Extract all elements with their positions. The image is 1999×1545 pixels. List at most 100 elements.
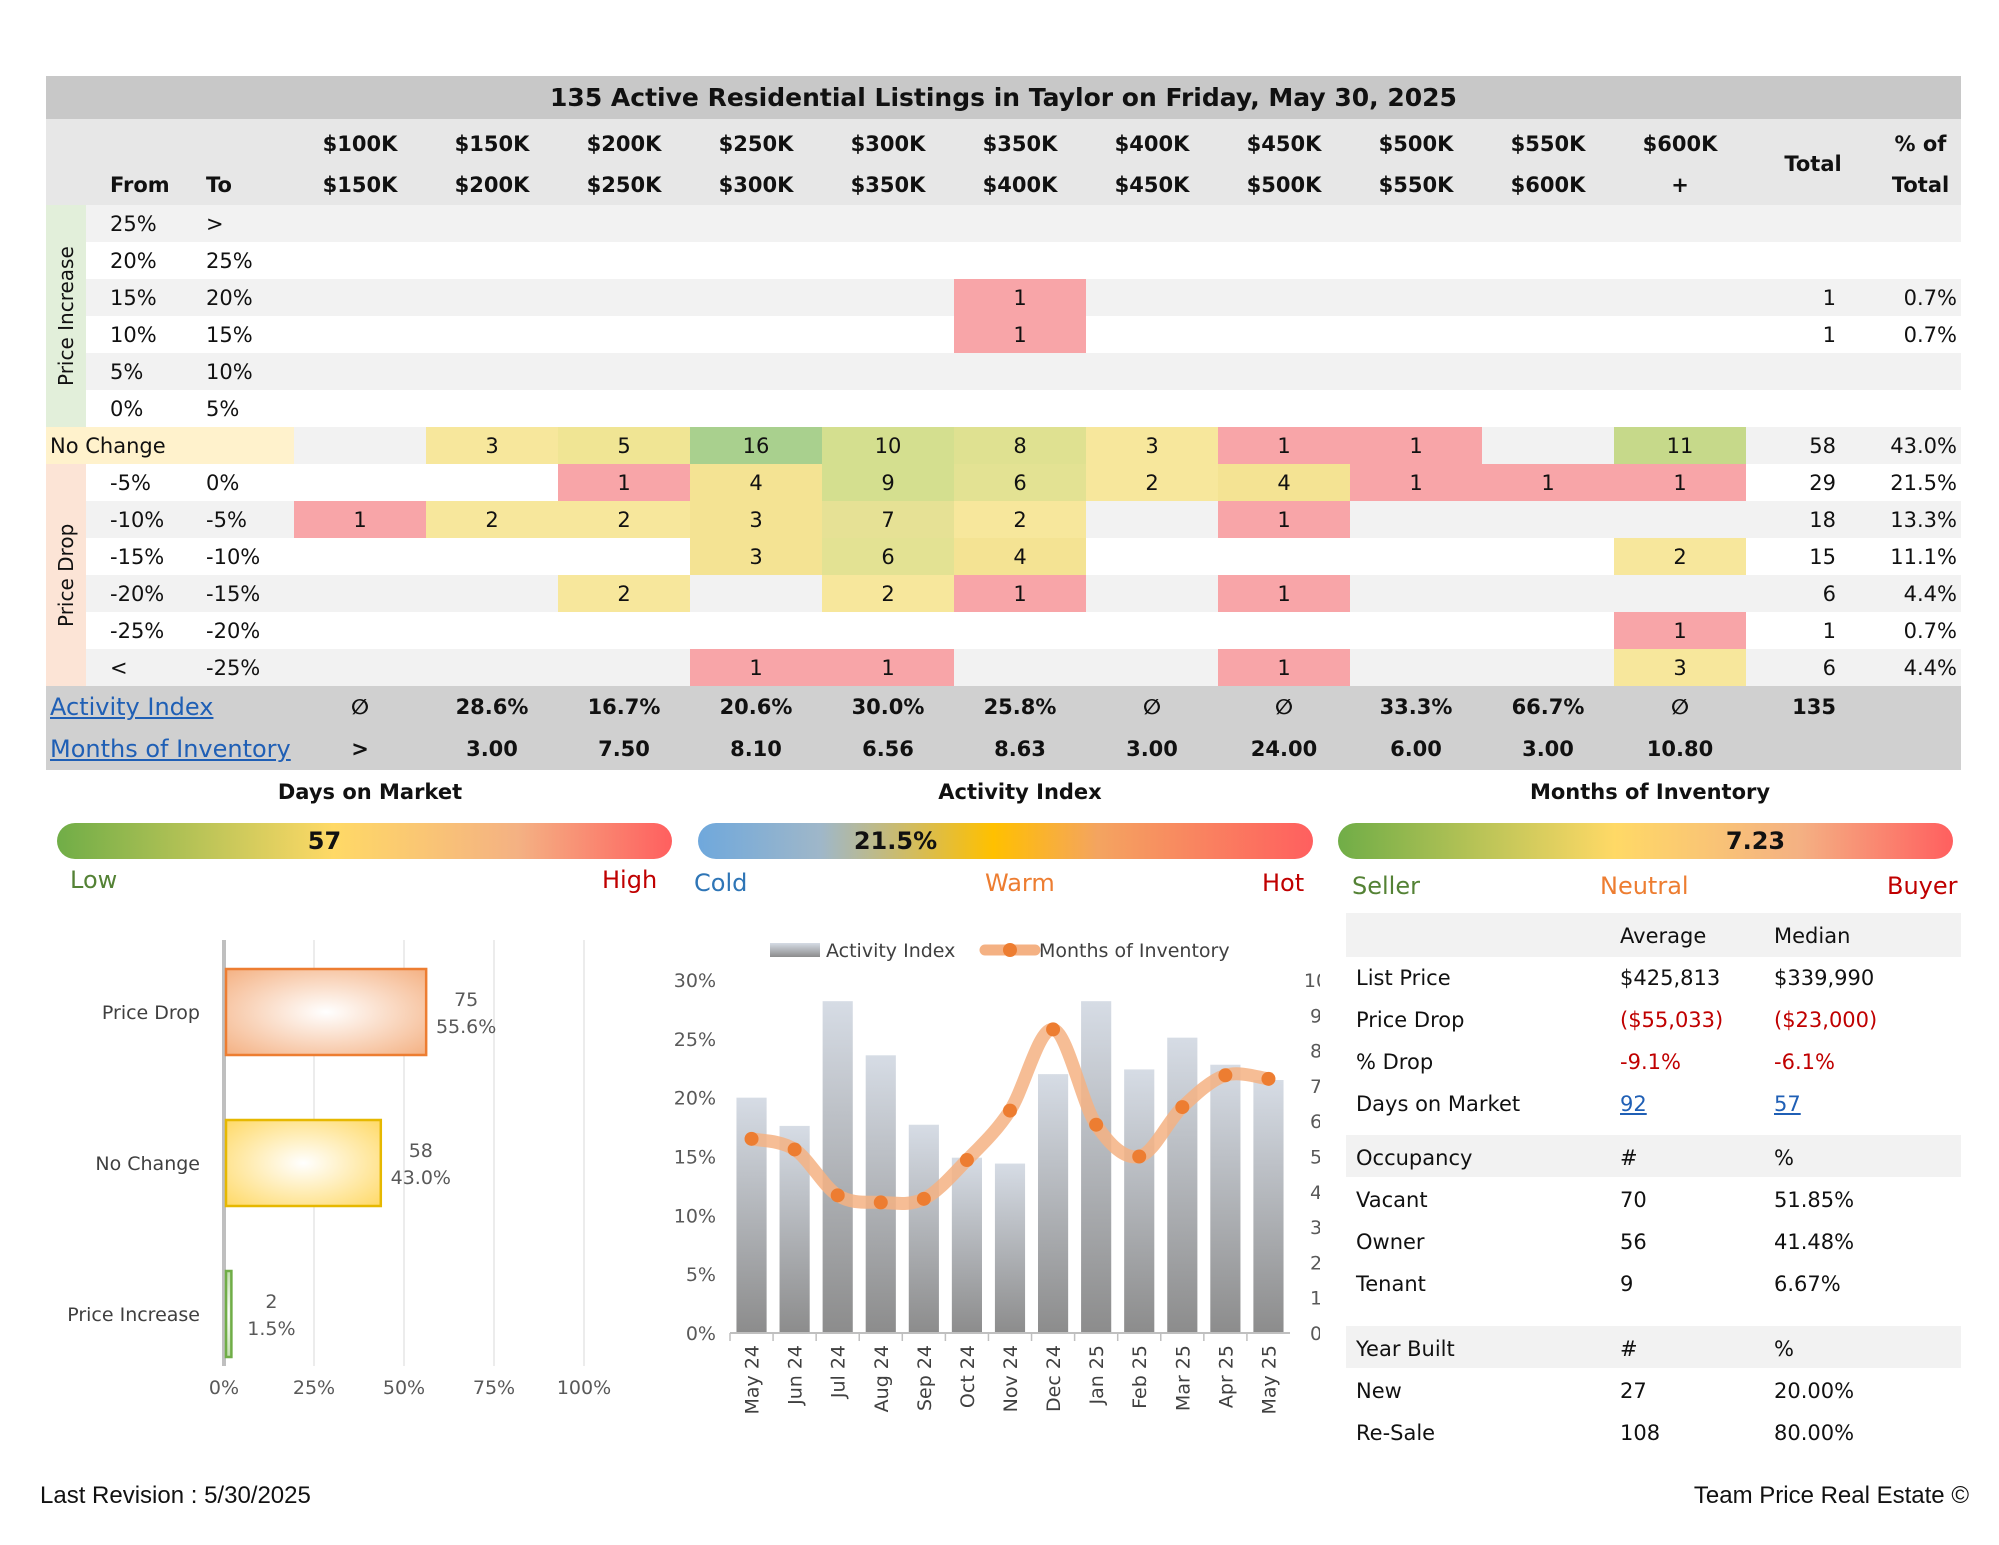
table-cell bbox=[1350, 205, 1482, 242]
category-label: No Change bbox=[95, 1153, 200, 1175]
price-range-from-4: $300K bbox=[850, 131, 926, 156]
row-pct: 13.3% bbox=[1890, 507, 1957, 532]
occupancy-count: 56 bbox=[1620, 1230, 1647, 1254]
value-label: 2 bbox=[265, 1291, 277, 1313]
moi-point bbox=[1132, 1149, 1147, 1164]
y-left-tick: 0% bbox=[686, 1323, 716, 1345]
row-from: 10% bbox=[110, 322, 157, 347]
table-cell bbox=[1350, 649, 1482, 686]
activity-index-value: ∅ bbox=[1671, 695, 1689, 719]
row-to: -25% bbox=[206, 655, 261, 680]
activity-gauge-value: 21.5% bbox=[853, 827, 938, 855]
table-cell bbox=[1614, 316, 1746, 353]
moi-point bbox=[830, 1188, 845, 1203]
table-row bbox=[86, 353, 1961, 390]
activity-bar bbox=[908, 1124, 939, 1333]
stats-median-value: $339,990 bbox=[1774, 966, 1875, 990]
stats-row-label: Price Drop bbox=[1356, 1008, 1465, 1032]
activity-index-link[interactable]: Activity Index bbox=[50, 693, 214, 721]
table-cell bbox=[1482, 279, 1614, 316]
price-range-from-5: $350K bbox=[982, 131, 1058, 156]
stats-avg-value: -9.1% bbox=[1620, 1050, 1681, 1074]
price-range-from-9: $550K bbox=[1510, 131, 1586, 156]
table-cell bbox=[1086, 612, 1218, 649]
table-cell bbox=[1482, 649, 1614, 686]
table-cell bbox=[690, 390, 822, 427]
table-cell: 1 bbox=[822, 649, 954, 686]
x-category-label: Nov 24 bbox=[1000, 1345, 1022, 1412]
moi-value: 8.10 bbox=[730, 737, 782, 761]
moi-value: 6.00 bbox=[1390, 737, 1442, 761]
moi-point bbox=[873, 1195, 888, 1210]
table-cell: 7 bbox=[822, 501, 954, 538]
table-cell bbox=[558, 205, 690, 242]
table-cell bbox=[822, 205, 954, 242]
moi-title: Months of Inventory bbox=[1529, 780, 1771, 804]
price-range-to-0: $150K bbox=[322, 172, 398, 197]
table-cell bbox=[426, 353, 558, 390]
stats-header-band bbox=[1346, 913, 1961, 957]
category-label: Price Drop bbox=[102, 1002, 200, 1024]
price-increase-band bbox=[46, 205, 86, 427]
stats-avg-value[interactable]: 92 bbox=[1620, 1092, 1647, 1116]
row-total bbox=[1746, 390, 1840, 427]
table-cell bbox=[1614, 353, 1746, 390]
stats-row-label: Days on Market bbox=[1356, 1092, 1521, 1116]
table-cell bbox=[1086, 501, 1218, 538]
dom-gauge: 57 bbox=[57, 823, 672, 859]
row-total: 1 bbox=[1822, 285, 1836, 310]
table-cell bbox=[822, 390, 954, 427]
pct-header-bottom: Total bbox=[1891, 172, 1950, 197]
row-pct: 4.4% bbox=[1903, 655, 1957, 680]
table-cell bbox=[1482, 316, 1614, 353]
table-cell bbox=[1350, 353, 1482, 390]
activity-bar bbox=[1253, 1080, 1284, 1333]
table-cell bbox=[1350, 612, 1482, 649]
stats-header-band bbox=[1346, 1326, 1961, 1368]
table-cell bbox=[1218, 316, 1350, 353]
occupancy-pct: 51.85% bbox=[1774, 1188, 1855, 1212]
table-cell: 10 bbox=[822, 427, 954, 464]
moi-point bbox=[916, 1191, 931, 1206]
table-cell bbox=[294, 612, 426, 649]
table-cell bbox=[1614, 279, 1746, 316]
row-to: > bbox=[206, 211, 224, 236]
table-cell bbox=[690, 242, 822, 279]
row-total: 58 bbox=[1809, 433, 1836, 458]
y-right-tick: 5 bbox=[1310, 1147, 1320, 1169]
table-cell bbox=[426, 575, 558, 612]
price-range-to-4: $350K bbox=[850, 172, 926, 197]
pct-header-top: % of bbox=[1894, 131, 1947, 156]
row-pct: 11.1% bbox=[1890, 544, 1957, 569]
value-label: 58 bbox=[409, 1140, 433, 1162]
row-from: -15% bbox=[110, 544, 165, 569]
table-cell: 2 bbox=[558, 575, 690, 612]
x-tick-label: 50% bbox=[383, 1377, 425, 1399]
row-pct: 43.0% bbox=[1890, 433, 1957, 458]
table-cell bbox=[558, 316, 690, 353]
activity-bar bbox=[951, 1157, 982, 1333]
year-built-pct: 20.00% bbox=[1774, 1379, 1855, 1403]
stats-median-value[interactable]: 57 bbox=[1774, 1092, 1801, 1116]
table-cell: 2 bbox=[1614, 538, 1746, 575]
moi-point bbox=[744, 1131, 759, 1146]
table-cell bbox=[558, 353, 690, 390]
price-range-from-1: $150K bbox=[454, 131, 530, 156]
x-tick-label: 75% bbox=[473, 1377, 515, 1399]
row-total: 1 bbox=[1822, 322, 1836, 347]
moi-link[interactable]: Months of Inventory bbox=[50, 735, 291, 763]
x-category-label: Jul 24 bbox=[828, 1345, 850, 1399]
table-cell bbox=[558, 390, 690, 427]
table-cell bbox=[1086, 538, 1218, 575]
table-cell bbox=[1482, 390, 1614, 427]
row-to: -5% bbox=[206, 507, 247, 532]
row-to: 15% bbox=[206, 322, 253, 347]
row-total bbox=[1746, 242, 1840, 279]
price-range-from-8: $500K bbox=[1378, 131, 1454, 156]
percent-label: 43.0% bbox=[391, 1167, 451, 1189]
row-pct: 0.7% bbox=[1903, 322, 1957, 347]
table-cell bbox=[1086, 649, 1218, 686]
table-cell bbox=[690, 316, 822, 353]
table-cell: 1 bbox=[954, 316, 1086, 353]
table-cell bbox=[822, 242, 954, 279]
